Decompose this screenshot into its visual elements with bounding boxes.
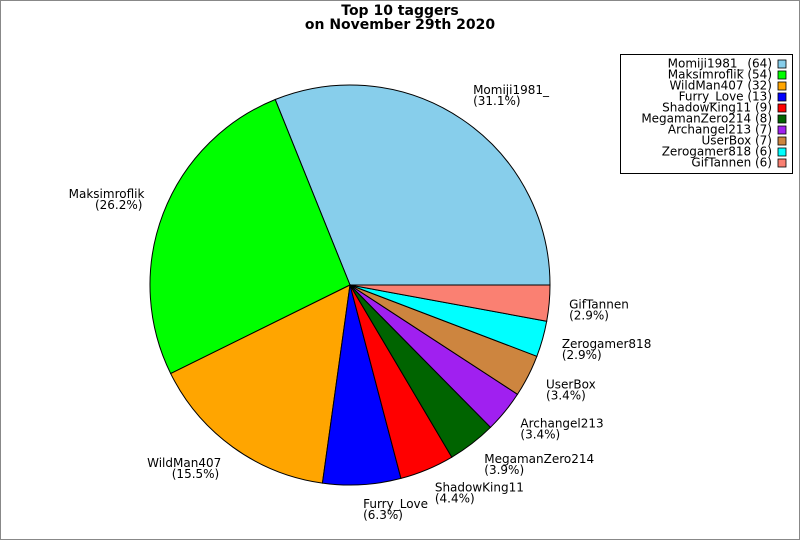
legend-swatch	[777, 59, 787, 69]
slice-value-label: (3.4%)	[546, 388, 586, 402]
slice-label: Zerogamer818	[562, 337, 652, 351]
legend-swatch	[777, 136, 787, 146]
slice-label: GifTannen	[569, 298, 629, 312]
slice-label: Maksimroflik	[69, 187, 145, 201]
legend-swatch	[777, 114, 787, 124]
legend-label: Momiji1981_ (64)	[668, 57, 772, 71]
legend-label: WildMan407 (32)	[669, 79, 772, 93]
legend-swatch	[777, 158, 787, 168]
legend-label: UserBox (7)	[702, 134, 772, 148]
legend-swatch	[777, 125, 787, 135]
legend-swatch	[777, 92, 787, 102]
legend-label: GifTannen (6)	[691, 156, 772, 170]
slice-label: WildMan407	[147, 456, 221, 470]
slice-value-label: (4.4%)	[435, 491, 475, 505]
slice-label: UserBox	[546, 377, 596, 391]
slice-value-label: (3.4%)	[520, 428, 560, 442]
slice-label: ShadowKing11	[435, 480, 524, 494]
pie-slice	[149, 98, 351, 375]
chart-subtitle: on November 29th 2020	[305, 17, 496, 33]
legend-box	[620, 54, 793, 174]
legend-label: Furry_Love (13)	[679, 90, 772, 104]
slice-value-label: (6.3%)	[363, 508, 403, 522]
legend-swatch	[777, 103, 787, 113]
pie-slice	[170, 284, 351, 484]
legend-label: Zerogamer818 (6)	[662, 145, 772, 159]
legend-swatch	[777, 81, 787, 91]
legend-swatch	[777, 147, 787, 157]
slice-label: Momiji1981_	[473, 83, 550, 97]
legend-label: Archangel213 (7)	[668, 123, 772, 137]
slice-value-label: (26.2%)	[95, 198, 142, 212]
slice-value-label: (2.9%)	[569, 309, 609, 323]
slice-label: Furry_Love	[363, 497, 428, 511]
slice-value-label: (15.5%)	[172, 467, 219, 481]
pie-slice	[349, 284, 551, 322]
slice-value-label: (31.1%)	[473, 94, 520, 108]
slice-label: Archangel213	[520, 417, 603, 431]
legend-label: MegamanZero214 (8)	[641, 112, 772, 126]
legend-label: Maksimroflik (54)	[668, 68, 772, 82]
chart-title: Top 10 taggers	[341, 3, 458, 19]
pie-slice	[274, 84, 551, 286]
slice-value-label: (3.9%)	[484, 463, 524, 477]
legend-swatch	[777, 70, 787, 80]
legend-label: ShadowKing11 (9)	[662, 101, 772, 115]
slice-label: MegamanZero214	[484, 452, 594, 466]
slice-value-label: (2.9%)	[562, 348, 602, 362]
